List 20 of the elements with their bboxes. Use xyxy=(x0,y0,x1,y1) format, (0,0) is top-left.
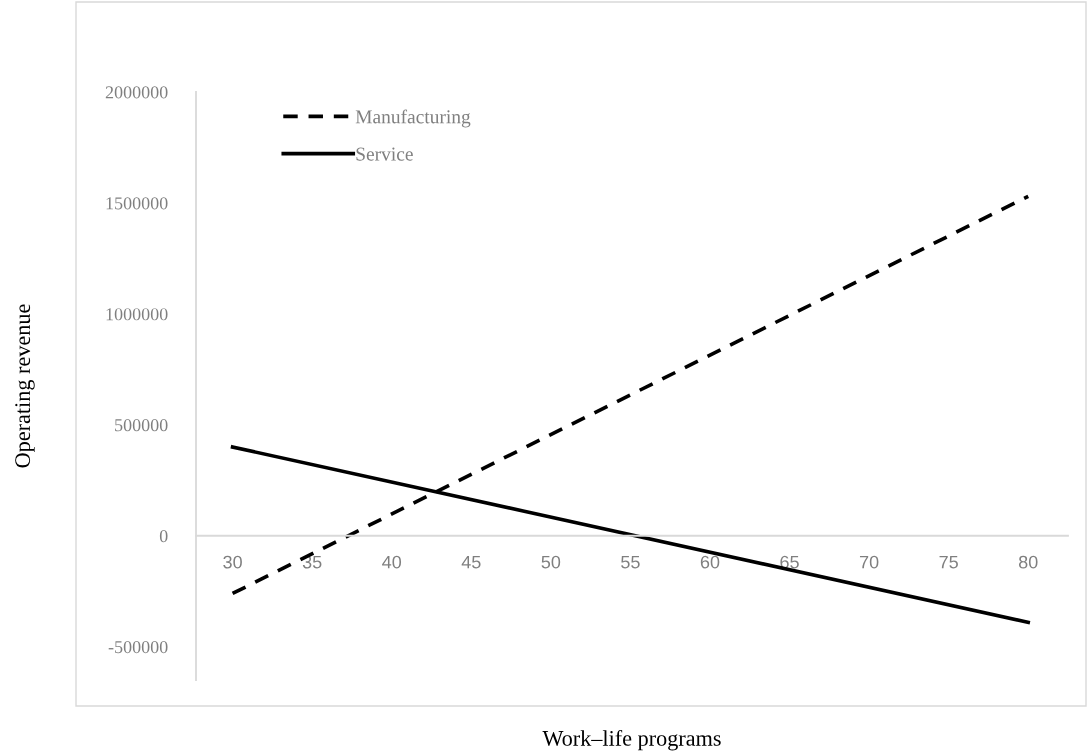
x-tick-label: 80 xyxy=(1018,555,1038,569)
x-tick-label: 65 xyxy=(780,555,799,569)
y-tick-label: 1000000 xyxy=(106,308,168,321)
x-tick-label: 45 xyxy=(461,555,481,569)
x-axis-title: Work–life programs xyxy=(542,729,721,751)
y-tick-label: 500000 xyxy=(115,419,168,432)
x-tick-label: 50 xyxy=(541,555,561,569)
y-tick-label: 2000000 xyxy=(105,86,168,99)
x-tick-label: 55 xyxy=(621,555,640,569)
legend-label: Manufacturing xyxy=(355,109,471,128)
x-tick-label: 40 xyxy=(382,555,402,569)
legend-label: Service xyxy=(356,147,413,161)
y-axis-title: Operating revenue xyxy=(15,304,35,468)
x-tick-label: 60 xyxy=(700,555,720,569)
x-tick-label: 70 xyxy=(859,555,879,569)
x-tick-label: 75 xyxy=(939,555,958,569)
x-tick-label: 30 xyxy=(223,555,242,569)
y-tick-label: 1500000 xyxy=(106,197,168,210)
y-tick-label: -500000 xyxy=(108,640,168,654)
y-tick-label: 0 xyxy=(159,530,168,543)
